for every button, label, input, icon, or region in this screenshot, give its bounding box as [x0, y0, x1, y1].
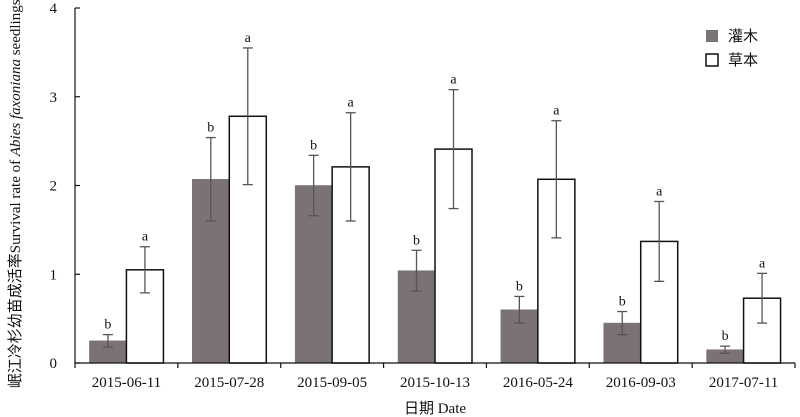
significance-label: b	[722, 329, 729, 344]
legend-label-shrub: 灌木	[728, 28, 758, 45]
significance-label: a	[348, 96, 355, 111]
significance-label: b	[516, 279, 523, 294]
x-axis-title: 日期 Date	[404, 400, 466, 417]
legend-swatch-shrub	[706, 30, 718, 42]
legend: 灌木 草本	[705, 28, 758, 69]
significance-label: b	[207, 121, 214, 136]
x-tick-label: 2015-07-28	[194, 375, 264, 391]
significance-label: a	[450, 73, 457, 88]
significance-label: a	[656, 184, 663, 199]
x-tick-label: 2015-09-05	[297, 375, 367, 391]
significance-label: a	[759, 256, 766, 271]
y-axis-title-en: Survival rate of	[8, 156, 24, 253]
x-tick-label: 2016-05-24	[503, 375, 573, 391]
legend-swatch-herb	[705, 53, 719, 67]
y-axis-title-species: Abies faxoniana	[8, 59, 24, 157]
y-tick-label: 4	[50, 1, 58, 17]
y-tick-label: 2	[50, 179, 58, 195]
significance-label: b	[413, 233, 420, 248]
significance-label: b	[310, 138, 317, 153]
legend-label-herb: 草本	[728, 52, 758, 69]
y-tick-label: 3	[50, 90, 58, 106]
y-tick-label: 0	[50, 356, 58, 372]
x-tick-label: 2017-07-11	[709, 375, 778, 391]
significance-label: a	[245, 31, 252, 46]
y-tick-label: 1	[50, 267, 58, 283]
x-tick-label: 2015-10-13	[400, 375, 470, 391]
y-axis-title-cn: 岷江冷杉幼苗成活率	[7, 253, 24, 388]
y-axis-title-unit: seedlings/%	[8, 0, 24, 59]
x-tick-label: 2016-09-03	[606, 375, 676, 391]
y-axis-title: 岷江冷杉幼苗成活率Survival rate of Abies faxonian…	[7, 0, 24, 388]
significance-label: a	[142, 230, 149, 245]
axes	[74, 8, 795, 364]
significance-label: b	[104, 318, 111, 333]
significance-label: a	[553, 104, 560, 119]
significance-label: b	[619, 295, 626, 310]
x-tick-label: 2015-06-11	[92, 375, 161, 391]
plot-area: 0 1 2 3 4 2015-06-11 2015-07-28 2015-09-05 2015-…	[50, 1, 796, 391]
